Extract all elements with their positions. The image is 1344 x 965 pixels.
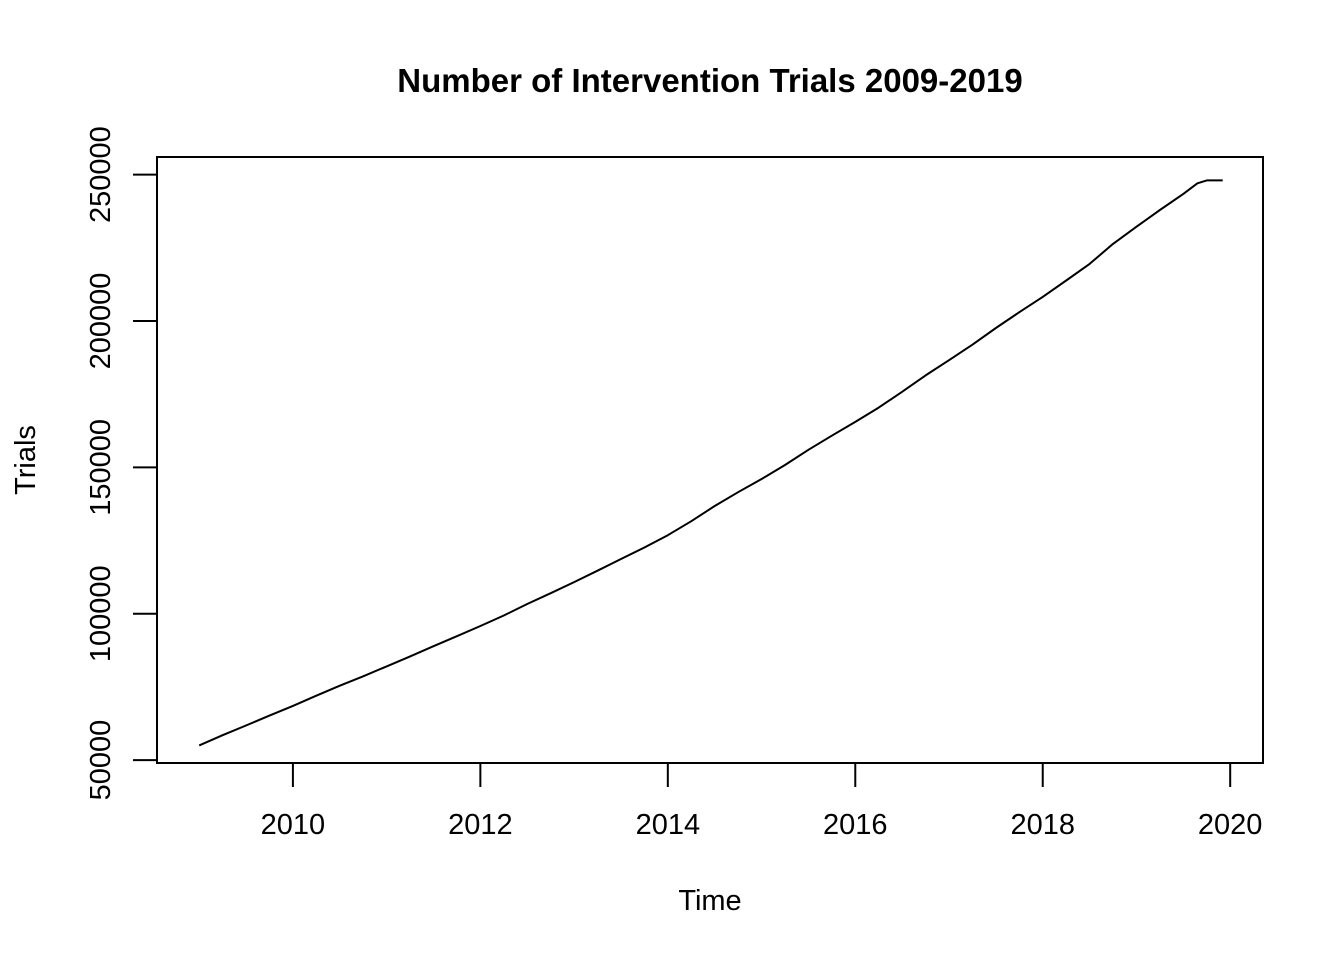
y-tick-label: 100000 bbox=[85, 565, 117, 662]
x-tick-label: 2010 bbox=[261, 809, 326, 841]
plot-frame bbox=[156, 156, 1264, 764]
x-tick-label: 2018 bbox=[1010, 809, 1075, 841]
series-layer bbox=[198, 179, 1223, 747]
y-tick-label: 200000 bbox=[85, 273, 117, 370]
x-tick-label: 2020 bbox=[1198, 809, 1263, 841]
y-axis-label: Trials bbox=[10, 425, 42, 495]
y-tick-label: 250000 bbox=[85, 126, 117, 223]
x-axis-label: Time bbox=[678, 885, 741, 917]
x-tick-label: 2016 bbox=[823, 809, 888, 841]
x-tick-label: 2014 bbox=[636, 809, 701, 841]
series-line bbox=[198, 179, 1223, 747]
y-axis: 50000 100000 150000 200000 250000 bbox=[85, 126, 158, 801]
chart-title: Number of Intervention Trials 2009-2019 bbox=[397, 62, 1022, 99]
x-tick-label: 2012 bbox=[448, 809, 513, 841]
y-tick-label: 150000 bbox=[85, 419, 117, 516]
x-axis: 2010 2012 2014 2016 2018 2020 bbox=[261, 762, 1263, 841]
y-tick-label: 50000 bbox=[85, 720, 117, 801]
